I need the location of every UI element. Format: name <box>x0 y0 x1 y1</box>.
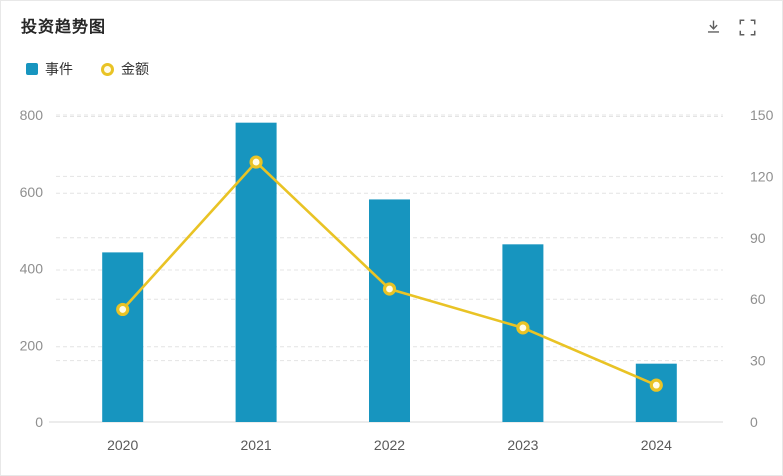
x-axis-label-2022: 2022 <box>374 437 405 453</box>
download-icon[interactable] <box>705 19 722 36</box>
amount-point-2023[interactable] <box>516 321 530 335</box>
legend-item-events[interactable]: 事件 <box>26 59 73 79</box>
bar-2022[interactable] <box>369 199 410 422</box>
amount-point-2024[interactable] <box>649 378 663 392</box>
legend: 事件 金额 <box>26 59 149 79</box>
fullscreen-icon[interactable] <box>739 19 756 36</box>
left-axis-tick-label: 400 <box>20 261 44 277</box>
right-axis-tick-label: 60 <box>750 291 766 307</box>
bar-2021[interactable] <box>235 122 277 423</box>
legend-label-amount: 金额 <box>121 61 149 77</box>
right-axis-tick-label: 90 <box>750 230 766 246</box>
amount-point-2021[interactable] <box>249 155 263 169</box>
right-axis-tick-label: 120 <box>750 168 774 184</box>
bar-series-swatch-icon <box>26 63 38 75</box>
x-axis-label-2020: 2020 <box>107 437 138 453</box>
line-series-swatch-icon <box>101 62 114 76</box>
left-axis-tick-label: 600 <box>20 184 44 200</box>
bar-2024[interactable] <box>635 363 677 422</box>
right-axis-tick-label: 30 <box>750 353 766 369</box>
legend-label-events: 事件 <box>45 61 73 77</box>
header-toolbar <box>705 19 756 36</box>
chart-title: 投资趋势图 <box>21 19 107 36</box>
left-axis-tick-label: 0 <box>35 414 43 430</box>
right-axis-tick-label: 0 <box>750 414 758 430</box>
left-axis-tick-label: 800 <box>20 107 44 123</box>
bar-2020[interactable] <box>102 252 144 422</box>
right-axis-tick-label: 150 <box>750 107 774 123</box>
amount-point-2022[interactable] <box>382 282 397 296</box>
x-axis-label-2024: 2024 <box>641 437 672 453</box>
legend-item-amount[interactable]: 金额 <box>101 59 149 79</box>
left-axis-tick-label: 200 <box>20 337 44 353</box>
x-axis-label-2021: 2021 <box>241 437 272 453</box>
card-header: 投资趋势图 <box>1 1 782 45</box>
x-axis-label-2023: 2023 <box>507 437 538 453</box>
amount-point-2020[interactable] <box>116 302 130 317</box>
